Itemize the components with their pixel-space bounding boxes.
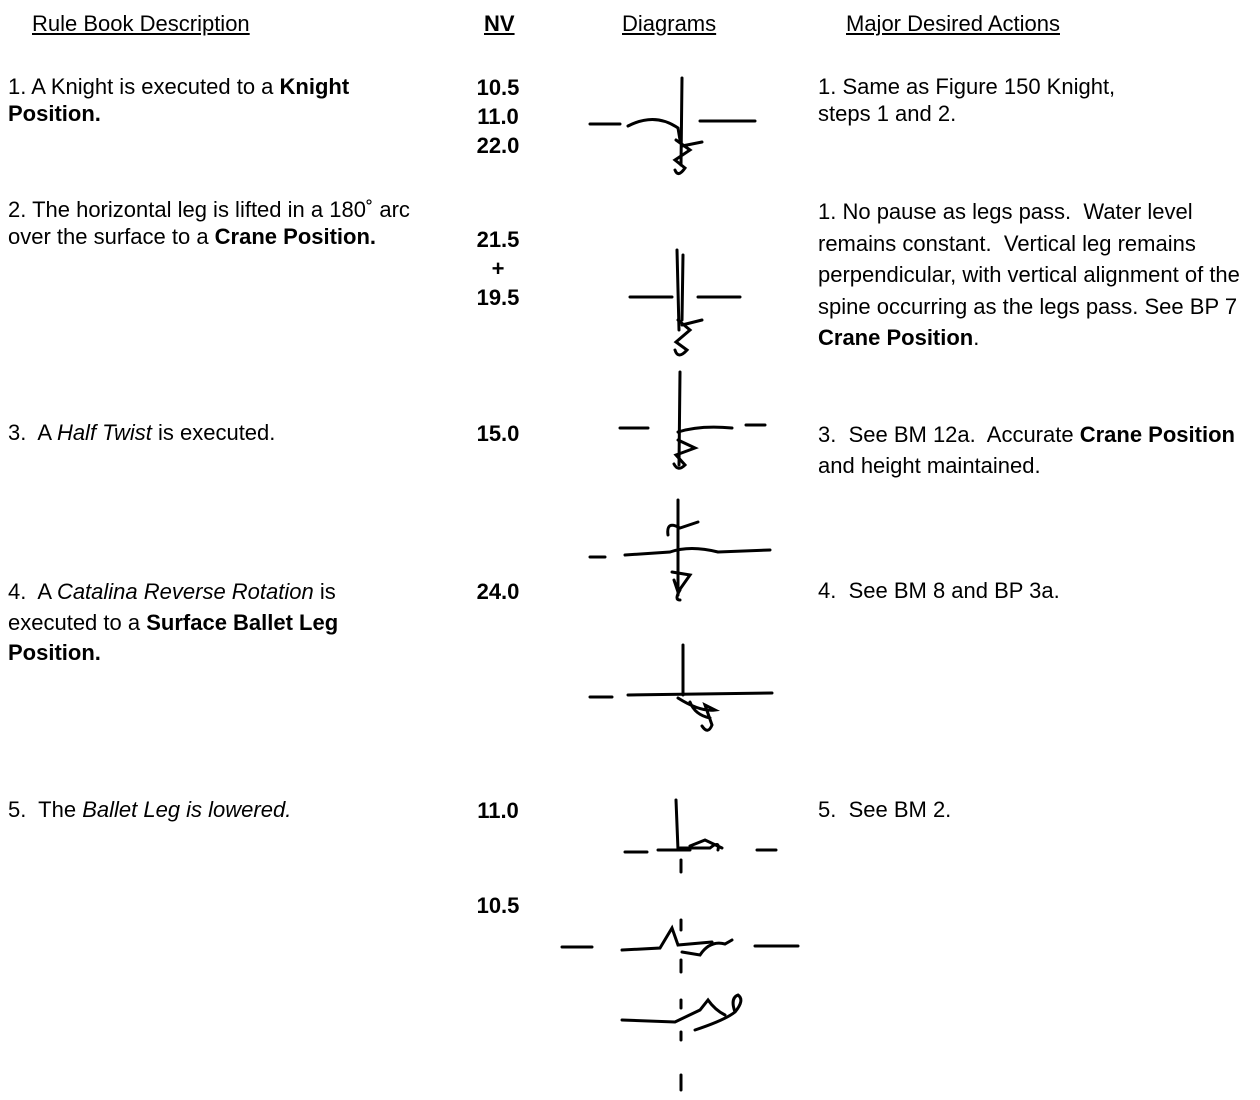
text: 2. The horizontal leg is lifted in a 180… (8, 197, 417, 249)
nv: 15.0 (476, 421, 520, 446)
description: 2. The horizontal leg is lifted in a 180… (8, 196, 438, 250)
nv: 11.0 (477, 104, 519, 129)
nv-values: 10.5 11.0 22.0 (458, 73, 538, 160)
description: 5. The Ballet Leg is lowered. (8, 796, 438, 823)
actions: 5. See BM 2. (818, 796, 1258, 823)
text: 3. A (8, 420, 57, 445)
diagram (618, 370, 767, 470)
diagram (560, 918, 800, 974)
description: 4. A Catalina Reverse Rotation is execut… (8, 577, 428, 669)
diagram (588, 498, 772, 602)
nv-values: 15.0 (458, 419, 538, 448)
diagram (623, 798, 778, 874)
nv: 11.0 (477, 798, 519, 823)
nv: 21.5 (476, 227, 520, 252)
nv: 19.5 (476, 285, 520, 310)
bold-text: Crane Position. (214, 224, 377, 249)
header-actions: Major Desired Actions (846, 11, 1060, 36)
text: 4. See BM 8 and BP 3a. (818, 578, 1060, 603)
diagram (628, 248, 742, 357)
bold-text: Surface Ballet Leg Position. (8, 609, 345, 666)
actions: 1. Same as Figure 150 Knight, steps 1 an… (818, 73, 1118, 127)
nv: 24.0 (476, 579, 520, 604)
italic-text: Half Twist (56, 420, 152, 445)
diagrams (560, 76, 800, 1092)
text: 5. The (8, 797, 83, 822)
actions: 4. See BM 8 and BP 3a. (818, 577, 1258, 604)
diagram (588, 76, 757, 175)
actions: 3. See BM 12a. Accurate Crane Position a… (818, 419, 1238, 481)
text: is executed to a (8, 579, 342, 635)
nv-values: 24.0 (458, 577, 538, 606)
text: 3. See BM 12a. Accurate (818, 422, 1080, 447)
header-diagrams: Diagrams (622, 11, 717, 36)
nv: 10.5 (476, 75, 520, 100)
diagram (620, 993, 743, 1092)
italic-text: Ballet Leg is lowered. (82, 797, 292, 822)
text: 5. See BM 2. (818, 797, 952, 822)
text: 1. A Knight is executed to a (8, 74, 280, 99)
text: 1. Same as Figure 150 Knight, steps 1 an… (818, 74, 1122, 126)
diagram (588, 643, 774, 732)
nv: + (491, 256, 505, 281)
text: 4. A (8, 579, 57, 604)
header-description: Rule Book Description (32, 11, 250, 36)
description: 3. A Half Twist is executed. (8, 419, 438, 446)
text: 1. No pause as legs pass. Water level re… (818, 199, 1247, 319)
text: and height maintained. (818, 422, 1242, 478)
nv: 10.5 (476, 893, 520, 918)
bold-text: Crane Position (1079, 422, 1235, 447)
bold-text: Knight Position. (8, 74, 356, 126)
bold-text: Crane Position (818, 325, 974, 350)
text: is executed. (151, 420, 276, 445)
nv: 22.0 (476, 133, 520, 158)
text: . (973, 325, 980, 350)
actions: 1. No pause as legs pass. Water level re… (818, 196, 1258, 354)
header-nv: NV (484, 11, 515, 36)
italic-text: Catalina Reverse Rotation (56, 579, 314, 604)
nv-values: 21.5 +19.5 (458, 225, 538, 312)
description: 1. A Knight is executed to a Knight Posi… (8, 73, 438, 127)
